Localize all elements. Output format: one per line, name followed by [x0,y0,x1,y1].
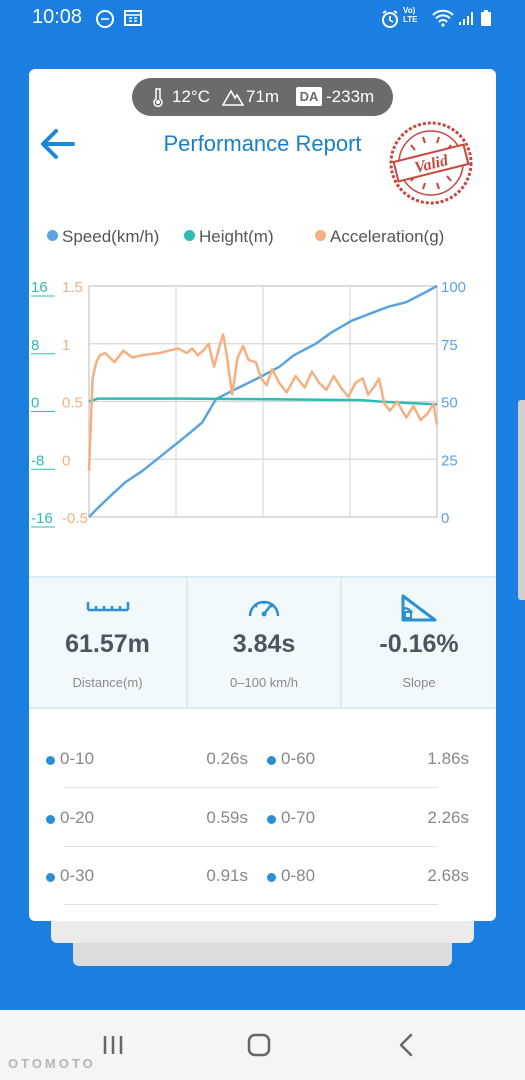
home-button[interactable] [246,1032,272,1058]
split-row: 0-80 2.68s [267,866,469,888]
ruler-icon [86,602,129,612]
axis-tick-label-speed: 100 [441,279,466,296]
split-range: 0-70 [281,808,316,827]
axis-tick-label-speed: 0 [441,510,449,527]
axis-tick-label-speed: 25 [441,452,458,469]
split-time: 0.26s [206,749,248,768]
axis-tick-label-height: 0 [31,395,39,412]
split-dot [46,873,55,882]
split-range: 0-20 [60,808,95,827]
chart-series-acceleration [87,333,439,471]
stat-distance: 61.57m Distance(m) [29,578,186,707]
legend-label-height: Height(m) [199,227,274,246]
split-row: 0-70 2.26s [267,808,469,830]
split-row: 0-10 0.26s [46,749,248,771]
split-dot [267,815,276,824]
valid-stamp: Valid [389,121,473,205]
chart-series-speed [88,284,438,518]
environment-pill: 12°C 71m DA -233m [132,78,393,116]
stat-time: 3.84s 0–100 km/h [188,578,340,707]
axis-tick-label-height: -8 [31,452,44,469]
status-time: 10:08 [32,6,83,28]
split-dot [267,873,276,882]
stat-distance-label: Distance(m) [72,675,143,690]
stats-panel: 61.57m Distance(m) 3.84s 0–100 km/h -0.1… [29,576,496,709]
split-time: 0.91s [206,866,248,885]
mountain-icon [222,89,244,106]
signal-icon [459,12,473,25]
axis-tick-label-height: 16 [31,279,48,296]
axis-tick-label-speed: 50 [441,395,458,412]
split-range: 0-10 [60,749,95,768]
system-nav-bar [0,1010,525,1080]
stat-time-value: 3.84s [232,630,296,658]
stat-slope-label: Slope [402,675,436,690]
temperature-value: 12°C [172,87,210,106]
split-divider [64,787,438,788]
split-time: 0.59s [206,808,248,827]
slope-icon [401,594,437,622]
split-dot [46,815,55,824]
alarm-icon [382,10,398,28]
axis-tick-label-acceleration: 1.5 [62,279,83,296]
legend-label-acceleration: Acceleration(g) [330,227,445,246]
split-time: 1.86s [427,749,469,768]
split-row: 0-30 0.91s [46,866,248,888]
split-range: 0-60 [281,749,316,768]
split-dot [267,756,276,765]
legend-item-height: Height(m) [184,227,274,247]
recent-apps-button[interactable] [100,1032,126,1058]
chart-series-height [88,397,438,406]
card-stack-back [73,940,452,966]
watermark: OTOMOTO [8,1056,96,1071]
back-arrow-icon[interactable] [39,127,77,161]
axis-tick-label-height: -16 [31,510,53,527]
axis-tick-label-acceleration: -0.5 [62,510,88,527]
split-row: 0-20 0.59s [46,808,248,830]
axis-tick-label-acceleration: 0.5 [62,395,83,412]
split-dot [46,756,55,765]
legend-item-speed: Speed(km/h) [47,227,159,247]
stat-slope-value: -0.16% [379,630,459,658]
legend-dot-height [184,230,195,241]
wifi-icon [432,9,454,27]
density-altitude-badge: DA [296,87,322,106]
back-button[interactable] [394,1032,420,1058]
speedometer-icon [248,600,280,617]
split-divider [64,904,438,905]
altitude-value: 71m [246,87,280,106]
thermometer-icon [153,88,163,107]
density-altitude-value: -233m [326,87,375,106]
split-time: 2.68s [427,866,469,885]
network-type-indicator: Vo) LTE [403,6,418,24]
axis-tick-label-height: 8 [31,337,39,354]
stat-slope: -0.16% Slope [342,578,496,707]
legend-dot-speed [47,230,58,241]
performance-report-card: 12°C 71m DA -233m Performance Report Val… [29,69,496,921]
calendar-icon [124,10,142,26]
performance-chart: 16 8 0 -8 -16 1.5 1 0.5 0 -0.5 100 75 50 25 0 [31,279,466,528]
legend-item-acceleration: Acceleration(g) [315,227,444,247]
split-range: 0-80 [281,866,316,885]
legend-label-speed: Speed(km/h) [62,227,160,246]
stat-distance-value: 61.57m [65,630,150,658]
stat-divider [186,578,188,707]
split-range: 0-30 [60,866,95,885]
legend-dot-acceleration [315,230,326,241]
axis-tick-label-acceleration: 0 [62,452,70,469]
stat-time-label: 0–100 km/h [230,675,298,690]
axis-tick-label-speed: 75 [441,337,458,354]
split-divider [64,846,438,847]
page-title: Performance Report [163,131,362,156]
split-row: 0-60 1.86s [267,749,469,771]
scroll-handle[interactable] [518,400,525,600]
stat-divider [340,578,342,707]
battery-icon [481,10,491,26]
axis-tick-label-acceleration: 1 [62,337,70,354]
app-notification-icon [96,10,114,28]
status-bar: 10:08 Vo) LTE [0,0,525,36]
split-time: 2.26s [427,808,469,827]
